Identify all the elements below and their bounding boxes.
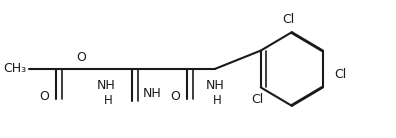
Text: H: H	[104, 94, 112, 107]
Text: NH: NH	[205, 79, 224, 92]
Text: Cl: Cl	[335, 68, 347, 82]
Text: Cl: Cl	[251, 93, 263, 106]
Text: O: O	[39, 90, 49, 103]
Text: NH: NH	[143, 87, 161, 100]
Text: O: O	[77, 51, 87, 64]
Text: H: H	[213, 94, 221, 107]
Text: CH₃: CH₃	[3, 63, 27, 75]
Text: NH: NH	[97, 79, 115, 92]
Text: O: O	[170, 90, 180, 103]
Text: Cl: Cl	[282, 13, 294, 26]
